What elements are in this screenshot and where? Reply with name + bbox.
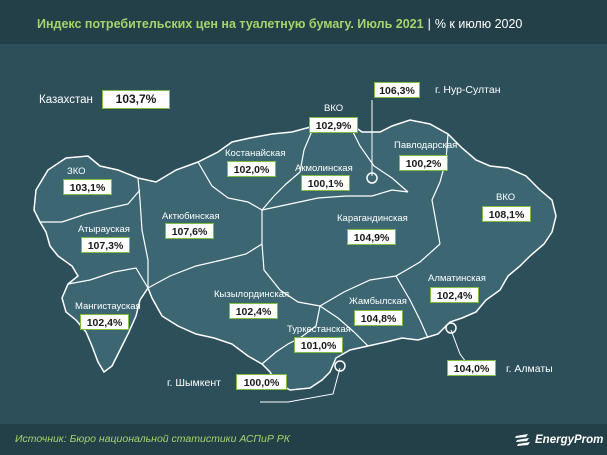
region-value-kyzylorda: 102,4% <box>229 303 278 319</box>
region-value-zhambyl: 104,8% <box>354 310 403 326</box>
region-label-pavlodar: Павлодарская <box>394 140 458 151</box>
logo-text: EnergyProm <box>535 434 604 446</box>
region-value-pavlodar: 100,2% <box>399 155 448 171</box>
city-value-shymkent: 100,0% <box>236 374 287 390</box>
city-label-nursultan: г. Нур-Султан <box>435 84 501 96</box>
region-label-kostanay: Костанайская <box>225 148 286 159</box>
city-label-shymkent: г. Шымкент <box>167 377 221 389</box>
region-label-aktobe: Актюбинская <box>162 211 220 222</box>
city-label-almaty: г. Алматы <box>506 363 553 375</box>
leader-shymkent <box>260 367 341 403</box>
region-label-mangystau: Мангистауская <box>75 301 141 312</box>
page-title: Индекс потребительских цен на туалетную … <box>37 17 522 31</box>
title-subtitle: % к июлю 2020 <box>434 17 523 31</box>
region-label-almaty: Алматинская <box>428 273 486 284</box>
city-marker-icon <box>366 172 378 184</box>
region-value-mangystau: 102,4% <box>80 314 129 330</box>
region-label-atyrau: Атырауская <box>78 224 130 235</box>
region-value-almaty: 102,4% <box>430 287 479 303</box>
title-separator: | <box>427 17 431 31</box>
region-value-zko: 103,1% <box>63 179 112 195</box>
region-label-turkestan: Туркестанская <box>287 324 351 335</box>
border-zhambyl-almaty <box>395 275 429 339</box>
border-karaganda-south <box>319 243 441 307</box>
region-value-karaganda: 104,9% <box>347 229 396 245</box>
region-borders <box>40 121 449 365</box>
leader-almaty <box>450 329 467 363</box>
region-value-akmola: 100,1% <box>301 175 350 191</box>
region-value-sko: 102,9% <box>309 117 358 133</box>
kazakhstan-map <box>33 100 557 403</box>
region-label-zhambyl: Жамбылская <box>349 296 407 307</box>
border-turkestan-zhambyl <box>319 305 369 347</box>
region-label-vko: ВКО <box>496 192 516 203</box>
border-karaganda-kyzylorda <box>261 210 321 307</box>
header-bar: Индекс потребительских цен на туалетную … <box>0 0 607 44</box>
border-zko-atyrau <box>40 189 141 223</box>
region-label-kyzylorda: Кызылординская <box>214 289 290 300</box>
border-west-aktobe <box>137 177 149 288</box>
city-value-almaty: 104,0% <box>447 360 496 376</box>
border-atyrau-mangystau <box>67 267 149 289</box>
title-main: Индекс потребительских цен на туалетную … <box>37 17 424 31</box>
national-label: Казахстан <box>39 94 93 106</box>
city-marker-icon <box>334 360 346 372</box>
region-label-zko: ЗКО <box>67 166 86 177</box>
border-kostanay-akmola <box>261 125 315 211</box>
footer-bar: Источник: Бюро национальной статистики А… <box>0 424 607 455</box>
energyprom-logo-icon <box>515 434 530 446</box>
region-value-vko: 108,1% <box>482 206 531 222</box>
border-aktobe-kostanay <box>197 161 263 211</box>
city-markers <box>334 172 457 372</box>
source-note: Источник: Бюро национальной статистики А… <box>15 433 290 445</box>
region-value-turkestan: 101,0% <box>294 337 343 353</box>
region-value-kostanay: 102,0% <box>227 161 276 177</box>
border-akmola-karaganda <box>261 189 409 211</box>
leader-lines <box>260 100 467 403</box>
region-label-sko: ВКО <box>324 103 344 114</box>
brand-logo: EnergyProm <box>514 430 603 450</box>
border-akmola-pavlodar <box>347 121 409 193</box>
city-marker-icon <box>445 322 457 334</box>
region-label-karaganda: Карагандинская <box>337 213 408 224</box>
national-value: 103,7% <box>102 90 170 109</box>
region-label-akmola: Акмолинская <box>295 163 353 174</box>
region-value-aktobe: 107,6% <box>165 223 214 239</box>
city-value-nursultan: 106,3% <box>374 82 420 98</box>
region-value-atyrau: 107,3% <box>81 237 130 253</box>
border-aktobe-kyzylorda <box>147 243 263 289</box>
map-region-fill <box>33 119 557 391</box>
